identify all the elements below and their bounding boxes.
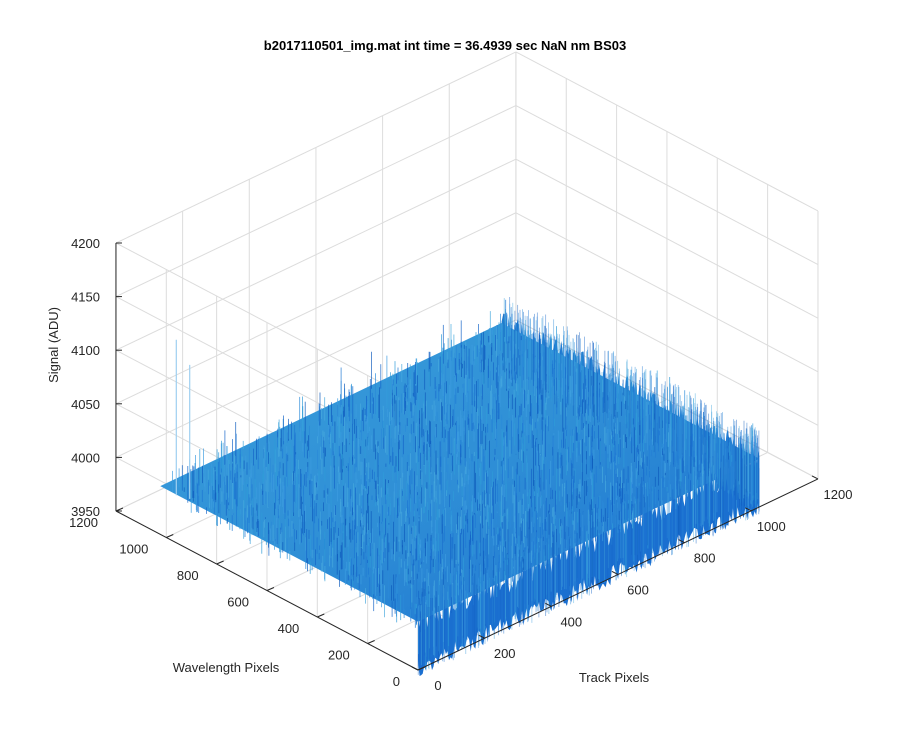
- y-tick-mark: [266, 587, 275, 591]
- z-tick-label: 4100: [71, 343, 100, 358]
- grid-line: [515, 51, 819, 212]
- x-tick-mark: [611, 571, 619, 575]
- x-axis-label: Track Pixels: [579, 670, 650, 685]
- signal-surface: [160, 297, 760, 676]
- x-tick-label: 1200: [824, 487, 853, 502]
- x-tick-label: 0: [434, 678, 441, 693]
- y-tick-mark: [367, 640, 375, 644]
- grid-line: [115, 105, 517, 298]
- axes: [115, 242, 819, 671]
- x-tick-label: 400: [560, 614, 582, 629]
- y-tick-label: 1000: [119, 542, 148, 557]
- chart-title: b2017110501_img.mat int time = 36.4939 s…: [264, 38, 626, 53]
- tick-labels: 0 200 400 600 800 1000 1200 0 200 400 600 800 1000 12…: [69, 236, 852, 693]
- x-tick-label: 200: [494, 646, 516, 661]
- y-tick-label: 400: [278, 621, 300, 636]
- grid-line: [115, 51, 517, 244]
- y-tick-label: 0: [393, 674, 400, 689]
- z-tick-label: 4050: [71, 397, 100, 412]
- x-tick-label: 800: [694, 551, 716, 566]
- y-tick-mark: [166, 534, 174, 538]
- y-axis-label: Wavelength Pixels: [173, 660, 280, 675]
- x-tick-mark: [478, 634, 485, 639]
- y-tick-label: 200: [328, 648, 350, 663]
- x-tick-mark: [811, 475, 819, 480]
- x-tick-label: 600: [627, 583, 649, 598]
- y-tick-mark: [417, 666, 426, 671]
- x-tick-mark: [545, 602, 552, 607]
- y-tick-label: 1200: [69, 515, 98, 530]
- x-tick-label: 1000: [757, 519, 786, 534]
- surface-front-face: [418, 447, 760, 676]
- z-tick-label: 4200: [71, 236, 100, 251]
- y-tick-label: 600: [227, 595, 249, 610]
- grid-line: [115, 158, 517, 351]
- x-tick-mark: [411, 666, 419, 671]
- z-tick-label: 4000: [71, 450, 100, 465]
- y-tick-mark: [216, 560, 224, 565]
- z-tick-label: 4150: [71, 290, 100, 305]
- grid-line: [115, 265, 517, 458]
- grid-line: [115, 212, 517, 405]
- grid-line: [515, 105, 819, 266]
- z-axis-label: Signal (ADU): [46, 307, 61, 383]
- z-tick-label: 3950: [71, 504, 100, 519]
- grid-line: [115, 242, 419, 403]
- x-tick-mark: [745, 507, 752, 512]
- grid-line: [515, 158, 819, 319]
- grid-line: [515, 212, 819, 373]
- x-tick-mark: [678, 539, 685, 544]
- y-tick-mark: [317, 613, 325, 618]
- surface-noise: [171, 297, 760, 675]
- y-tick-label: 800: [177, 568, 199, 583]
- grid-line: [515, 265, 819, 426]
